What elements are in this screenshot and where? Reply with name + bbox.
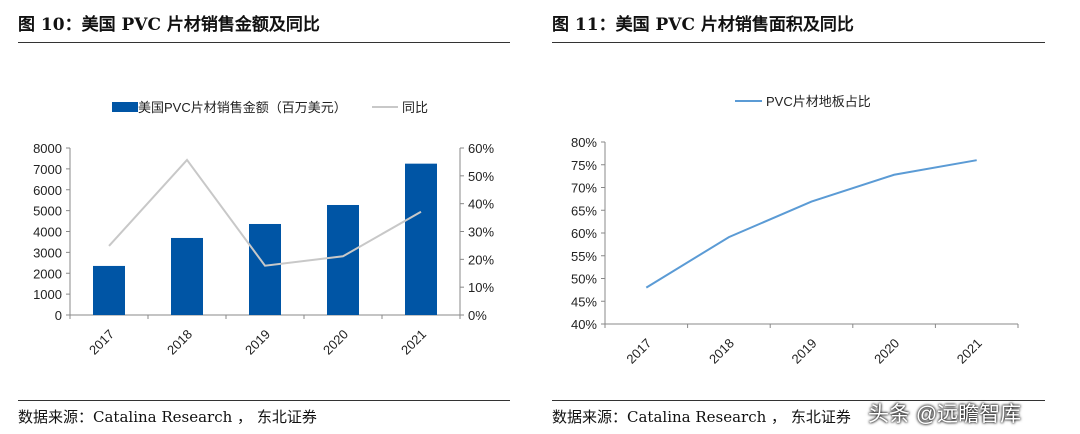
y-tick-label: 80% — [571, 135, 597, 150]
divider — [18, 400, 510, 401]
bar — [171, 237, 203, 315]
y-tick-label: 1000 — [33, 287, 62, 302]
y-tick-label: 4000 — [33, 225, 62, 240]
bar — [327, 204, 359, 315]
figure-10-title: 图 10：美国 PVC 片材销售金额及同比 — [18, 15, 320, 35]
legend-label: 美国PVC片材销售金额（百万美元） — [138, 100, 347, 115]
y-tick-label: 6000 — [33, 183, 62, 198]
x-tick-label: 2017 — [623, 336, 654, 367]
figure-10-source: 数据来源：Catalina Research ， 东北证券 — [18, 408, 317, 426]
y-tick-label: 75% — [571, 158, 597, 173]
bar — [249, 223, 281, 315]
y2-tick-label: 20% — [468, 252, 494, 267]
divider — [552, 42, 1045, 43]
legend-swatch-bar — [112, 102, 138, 112]
x-tick-label: 2020 — [320, 327, 351, 358]
x-tick-label: 2021 — [398, 327, 429, 358]
y-tick-label: 65% — [571, 203, 597, 218]
yoy-line — [108, 158, 422, 267]
x-tick-label: 2018 — [164, 327, 195, 358]
y-tick-label: 3000 — [33, 245, 62, 260]
share-line — [645, 159, 977, 289]
y2-tick-label: 60% — [468, 141, 494, 156]
figure-11-title: 图 11：美国 PVC 片材销售面积及同比 — [552, 15, 854, 35]
y2-tick-label: 10% — [468, 280, 494, 295]
divider — [552, 400, 1045, 401]
y-tick-label: 8000 — [33, 141, 62, 156]
y-tick-label: 55% — [571, 249, 597, 264]
y-tick-label: 40% — [571, 317, 597, 332]
y2-tick-label: 30% — [468, 225, 494, 240]
x-tick-label: 2018 — [706, 336, 737, 367]
legend-label: PVC片材地板占比 — [766, 94, 871, 109]
y-tick-label: 45% — [571, 294, 597, 309]
x-tick-label: 2017 — [86, 327, 117, 358]
y-tick-label: 0 — [55, 308, 62, 323]
bar — [93, 265, 125, 315]
y-tick-label: 60% — [571, 226, 597, 241]
x-tick-label: 2019 — [789, 336, 820, 367]
bar — [405, 163, 437, 315]
y-tick-label: 50% — [571, 272, 597, 287]
x-tick-label: 2020 — [871, 336, 902, 367]
legend-label: 同比 — [402, 100, 428, 115]
x-tick-label: 2021 — [954, 336, 985, 367]
y2-tick-label: 0% — [468, 308, 487, 323]
divider — [18, 42, 510, 43]
y-tick-label: 7000 — [33, 162, 62, 177]
y2-tick-label: 40% — [468, 197, 494, 212]
y-tick-label: 5000 — [33, 204, 62, 219]
y2-tick-label: 50% — [468, 169, 494, 184]
figure-11-source: 数据来源：Catalina Research ， 东北证券 — [552, 408, 851, 426]
watermark: 头条 @远瞻智库 — [868, 403, 1022, 426]
y-tick-label: 2000 — [33, 266, 62, 281]
y-tick-label: 70% — [571, 181, 597, 196]
x-tick-label: 2019 — [242, 327, 273, 358]
